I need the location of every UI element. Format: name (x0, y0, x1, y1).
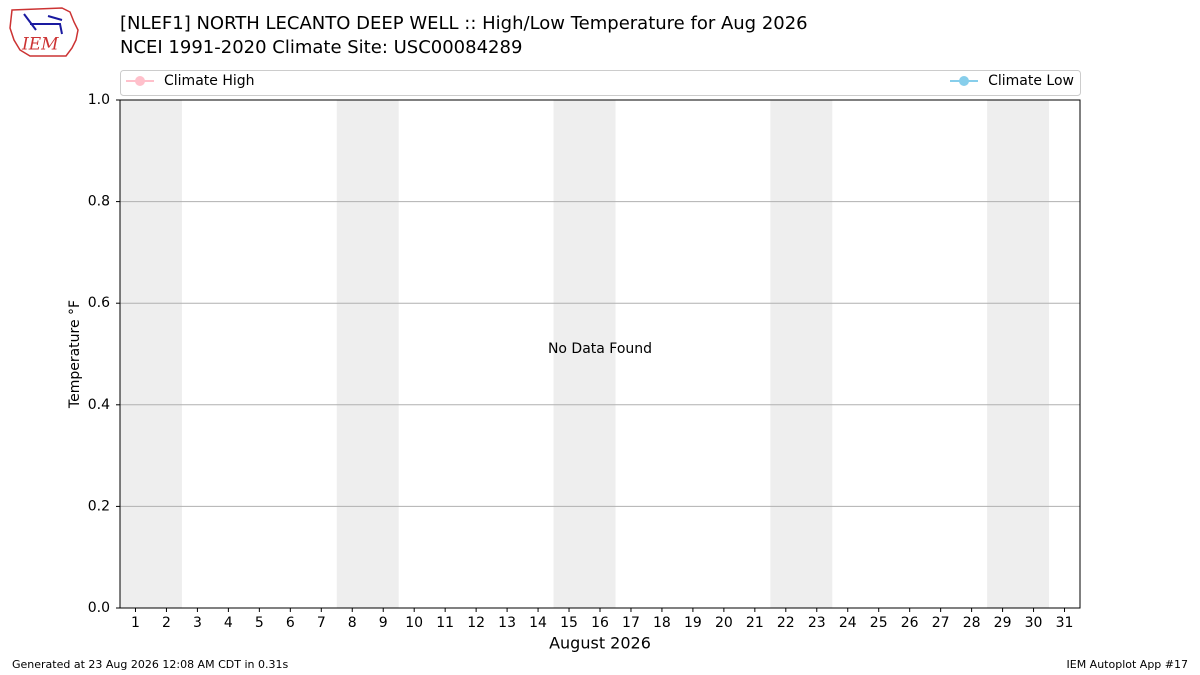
legend-label: Climate High (164, 73, 255, 89)
x-tick-label: 17 (622, 615, 640, 631)
y-axis-label: Temperature °F (67, 300, 83, 409)
x-tick-label: 11 (436, 615, 454, 631)
x-tick-label: 24 (839, 615, 857, 631)
chart-title: [NLEF1] NORTH LECANTO DEEP WELL :: High/… (120, 13, 808, 34)
weekend-shade (336, 100, 399, 608)
x-tick-label: 31 (1056, 615, 1074, 631)
x-tick-label: 6 (286, 615, 295, 631)
x-tick-label: 13 (498, 615, 516, 631)
x-tick-label: 18 (653, 615, 671, 631)
x-tick-label: 28 (963, 615, 981, 631)
x-tick-label: 27 (932, 615, 950, 631)
legend-box (120, 70, 1081, 96)
weekend-shade (553, 100, 616, 608)
y-tick-label: 0.0 (88, 600, 110, 616)
x-tick-label: 12 (467, 615, 485, 631)
x-tick-label: 23 (808, 615, 826, 631)
logo-text: IEM (21, 35, 59, 55)
y-tick-label: 1.0 (88, 92, 110, 108)
x-tick-label: 3 (193, 615, 202, 631)
x-tick-label: 16 (591, 615, 609, 631)
x-tick-label: 15 (560, 615, 578, 631)
x-tick-label: 22 (777, 615, 795, 631)
x-tick-label: 20 (715, 615, 733, 631)
weekend-shade (120, 100, 182, 608)
annotation: No Data Found (548, 341, 652, 357)
footer-left: Generated at 23 Aug 2026 12:08 AM CDT in… (12, 658, 288, 671)
x-tick-label: 25 (870, 615, 888, 631)
x-tick-label: 10 (405, 615, 423, 631)
logo-icon (23, 13, 63, 35)
x-tick-label: 2 (162, 615, 171, 631)
x-tick-label: 29 (994, 615, 1012, 631)
x-axis-label: August 2026 (549, 634, 651, 653)
x-tick-label: 26 (901, 615, 919, 631)
x-tick-label: 19 (684, 615, 702, 631)
logo: IEM (9, 7, 79, 57)
weekend-shade (770, 100, 833, 608)
y-tick-label: 0.4 (88, 397, 110, 413)
legend-marker (135, 76, 145, 86)
weekend-shade (987, 100, 1050, 608)
plot-frame (119, 99, 1081, 609)
y-tick-label: 0.8 (88, 194, 110, 210)
x-tick-label: 14 (529, 615, 547, 631)
x-tick-label: 7 (317, 615, 326, 631)
y-tick-label: 0.2 (88, 498, 110, 514)
legend-label: Climate Low (988, 73, 1074, 89)
x-tick-label: 1 (131, 615, 140, 631)
x-tick-label: 21 (746, 615, 764, 631)
y-tick-label: 0.6 (88, 295, 110, 311)
x-tick-label: 30 (1025, 615, 1043, 631)
chart-subtitle: NCEI 1991-2020 Climate Site: USC00084289 (120, 37, 522, 58)
x-tick-label: 9 (379, 615, 388, 631)
legend-marker (959, 76, 969, 86)
x-tick-label: 5 (255, 615, 264, 631)
x-tick-label: 8 (348, 615, 357, 631)
footer-right: IEM Autoplot App #17 (1067, 658, 1189, 671)
x-tick-label: 4 (224, 615, 233, 631)
